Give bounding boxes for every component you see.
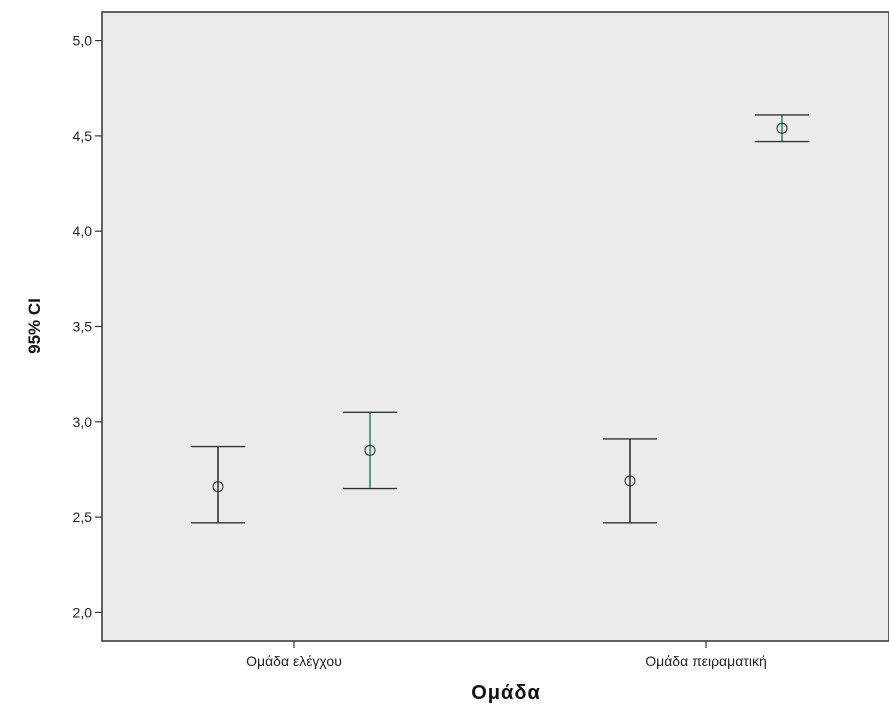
y-tick-label: 2,5	[73, 509, 93, 525]
mean-marker	[624, 475, 636, 487]
y-axis-title: 95% CI	[25, 298, 44, 354]
y-tick-label: 4,0	[73, 223, 93, 239]
y-tick-label: 3,5	[73, 319, 93, 335]
error-bar	[343, 411, 397, 490]
error-bar	[603, 438, 657, 524]
x-axis-title: Ομάδα	[471, 682, 541, 704]
error-bar	[191, 445, 245, 524]
plot-background	[101, 11, 889, 642]
mean-marker	[776, 122, 788, 134]
y-tick-label: 4,5	[73, 128, 93, 144]
error-bars	[191, 114, 809, 524]
y-axis: 2,0 2,5 3,0 3,5 4,0 4,5 5,0	[73, 33, 102, 620]
mean-marker	[364, 444, 376, 456]
mean-marker	[212, 481, 224, 493]
y-tick-label: 2,0	[73, 604, 93, 620]
x-axis: Ομάδα ελέγχου Ομάδα πειραματική	[246, 641, 767, 669]
error-bar	[755, 114, 809, 143]
y-tick-label: 5,0	[73, 33, 93, 49]
y-tick-label: 3,0	[73, 414, 93, 430]
x-tick-label: Ομάδα ελέγχου	[246, 653, 342, 669]
x-tick-label: Ομάδα πειραματική	[645, 653, 766, 669]
